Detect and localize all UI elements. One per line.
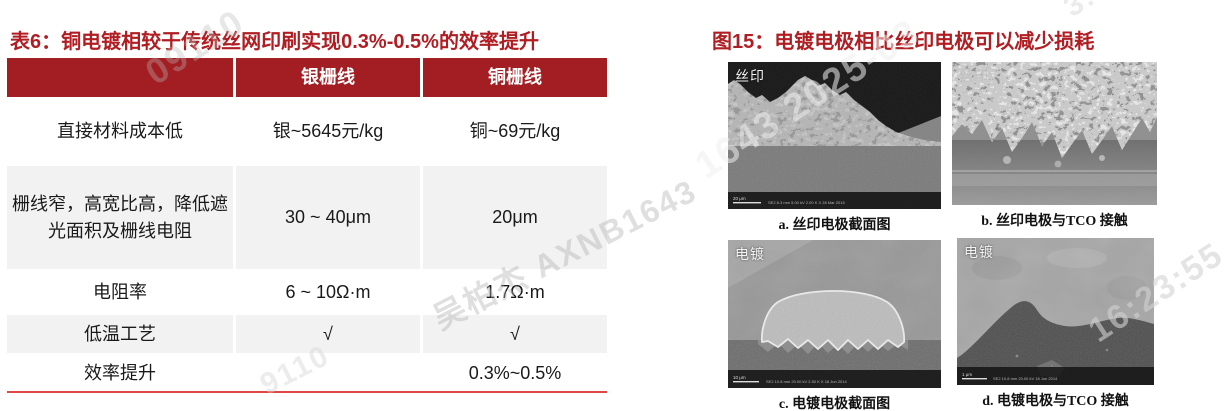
table-cell: 铜~69元/kg [469, 121, 561, 142]
table-cell: 0.3%~0.5% [468, 362, 562, 383]
table-cell: 20μm [423, 166, 607, 269]
scale-label: 20 μm [733, 196, 746, 201]
table-cell [236, 353, 420, 393]
image-overlay-label: 丝印 [959, 68, 989, 84]
table-title: 表6：铜电镀相较于传统丝网印刷实现0.3%-0.5%的效率提升 [10, 30, 539, 53]
table-cell: 1.7Ω·m [485, 281, 545, 302]
sem-meta-text: SE2 10.8 mm 20.00 kV 2.50 K X 18 Jun 201… [766, 379, 847, 384]
scale-label: 1 μm [962, 372, 972, 377]
sem-meta-text: SE2 8.3 mm 5.00 kV 2.00 K X 28 Mar 2015 [768, 200, 845, 205]
sem-image-plated-cross-section: 10 μm SE2 10.8 mm 20.00 kV 2.50 K X 18 J… [728, 240, 941, 411]
image-overlay-label: 电镀 [735, 246, 765, 262]
scale-label: 10 μm [733, 375, 746, 380]
figure-caption: c. 电镀电极截面图 [778, 397, 891, 411]
table-cell: √ [423, 315, 607, 353]
comparison-table: 银栅线 铜栅线 直接材料成本低 银~5645元/kg 铜~69元/kg 栅线窄，… [7, 58, 607, 393]
figure-caption: d. 电镀电极与TCO 接触 [982, 394, 1129, 409]
table-bottom-rule [7, 391, 607, 393]
header-cell-silver: 银栅线 [236, 58, 420, 97]
sem-image-a-graphic: 20 μm SE2 8.3 mm 5.00 kV 2.00 K X 28 Mar… [728, 62, 941, 209]
sem-image-screenprint-tco-contact: 丝印 b. 丝印电极与TCO 接触 [952, 62, 1157, 229]
header-cell-copper: 铜栅线 [423, 58, 607, 97]
table-cell: 30 ~ 40μm [236, 166, 420, 269]
sem-image-plated-tco-contact: 1 μm SE2 10.8 mm 20.00 kV 18 Jun 2014 电镀… [957, 238, 1154, 409]
sem-image-c-graphic: 10 μm SE2 10.8 mm 20.00 kV 2.50 K X 18 J… [728, 240, 941, 388]
table-cell: 直接材料成本低 [57, 121, 183, 142]
sem-meta-text: SE2 10.8 mm 20.00 kV 18 Jun 2014 [993, 376, 1058, 381]
sem-image-b-graphic [952, 62, 1157, 205]
header-cell-blank [7, 58, 233, 97]
watermark-text: 3:55 [1058, 0, 1134, 25]
table-cell: 银~5645元/kg [272, 121, 384, 142]
table-cell: 栅线窄，高宽比高，降低遮光面积及栅线电阻 [7, 166, 233, 269]
sem-image-screenprint-cross-section: 20 μm SE2 8.3 mm 5.00 kV 2.00 K X 28 Mar… [728, 62, 941, 233]
table-cell: 效率提升 [84, 362, 156, 383]
figure-caption: b. 丝印电极与TCO 接触 [981, 214, 1128, 229]
figure-caption: a. 丝印电极截面图 [778, 218, 891, 233]
figure-title: 图15：电镀电极相比丝印电极可以减少损耗 [712, 30, 1095, 53]
sem-image-d-graphic: 1 μm SE2 10.8 mm 20.00 kV 18 Jun 2014 [957, 238, 1154, 385]
table-cell: √ [236, 315, 420, 353]
table-cell: 6 ~ 10Ω·m [285, 281, 371, 302]
table-cell: 电阻率 [93, 281, 147, 302]
table-cell: 低温工艺 [7, 315, 233, 353]
image-overlay-label: 丝印 [735, 68, 765, 84]
image-overlay-label: 电镀 [964, 244, 994, 260]
